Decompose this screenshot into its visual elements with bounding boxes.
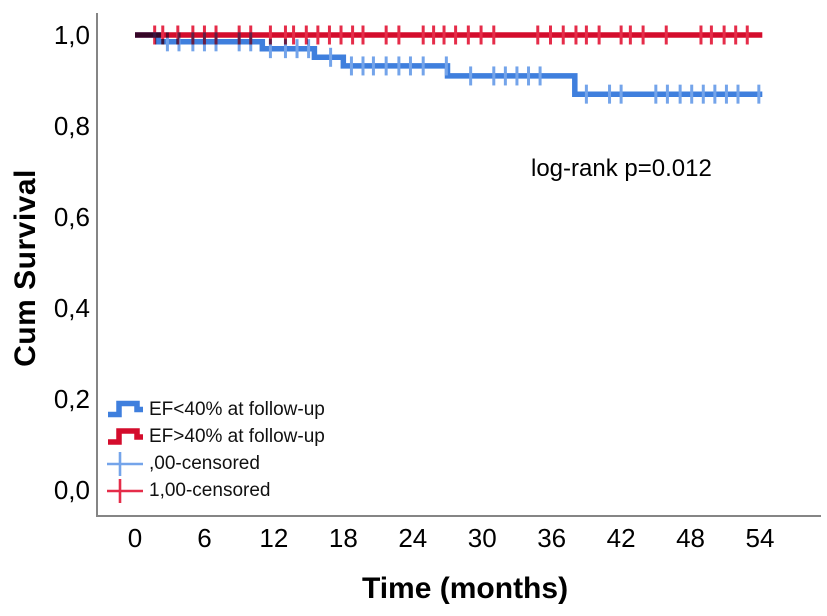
red-survival-curve-group (135, 25, 763, 45)
legend: EF<40% at follow-up EF>40% at follow-up … (106, 396, 325, 504)
legend-label: ,00-censored (149, 452, 260, 474)
legend-label: EF>40% at follow-up (149, 425, 325, 447)
plus-icon (107, 451, 143, 476)
log-rank-annotation: log-rank p=0.012 (531, 155, 712, 182)
step-line-icon (108, 400, 143, 417)
legend-label: 1,00-censored (149, 479, 271, 501)
x-axis-title: Time (months) (361, 572, 569, 605)
x-tick-label: 12 (259, 523, 288, 553)
plus-icon (107, 478, 143, 503)
x-tick-label: 6 (197, 523, 211, 553)
x-tick-label: 30 (468, 523, 497, 553)
survival-step-line (135, 32, 763, 97)
x-tick-label: 18 (329, 523, 358, 553)
step-line-icon (108, 427, 143, 445)
red-step-glyph (108, 427, 143, 445)
y-tick-label: 0,6 (54, 202, 90, 232)
y-tick-label: 0,0 (54, 475, 90, 505)
censor-marks (153, 25, 749, 45)
y-tick-label: 0,8 (54, 111, 90, 141)
x-tick-label: 24 (398, 523, 427, 553)
blue-survival-curve-group (135, 32, 763, 104)
blue-step-glyph (108, 400, 143, 417)
y-tick-label: 0,4 (54, 293, 90, 323)
x-tick-label: 42 (607, 523, 636, 553)
y-tick-label: 0,2 (54, 384, 90, 414)
y-axis-title: Cum Survival (9, 169, 42, 367)
x-tick-label: 36 (537, 523, 566, 553)
legend-label: EF<40% at follow-up (149, 398, 325, 420)
x-tick-label: 48 (676, 523, 705, 553)
legend-item-censored-0: ,00-censored (106, 450, 325, 477)
y-tick-label: 1,0 (54, 20, 90, 50)
x-tick-label: 0 (128, 523, 142, 553)
legend-item-censored-1: 1,00-censored (106, 477, 325, 504)
legend-item-ef-lt40: EF<40% at follow-up (106, 396, 325, 423)
legend-item-ef-gt40: EF>40% at follow-up (106, 423, 325, 450)
x-tick-label: 54 (746, 523, 775, 553)
